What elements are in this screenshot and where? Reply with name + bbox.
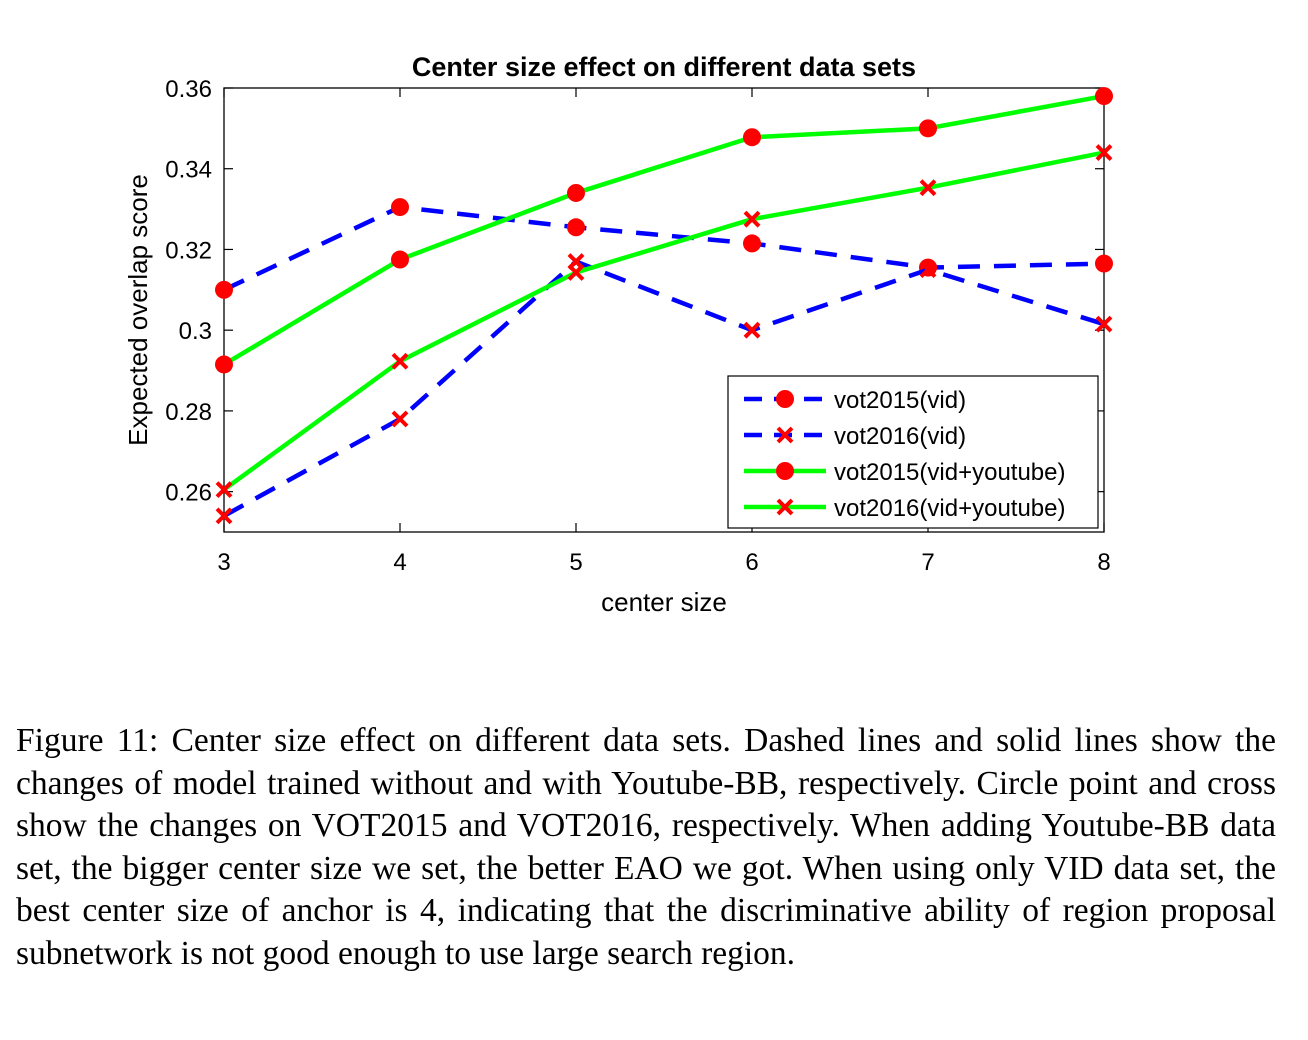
data-point-cross [215, 481, 233, 499]
data-point-cross [743, 321, 761, 339]
y-axis-label: Expected overlap score [123, 174, 153, 446]
data-point-circle [776, 390, 794, 408]
legend-label: vot2015(vid+youtube) [834, 459, 1066, 486]
data-point-circle [567, 183, 585, 202]
data-point-circle [391, 198, 409, 217]
data-point-cross [919, 179, 937, 197]
data-point-cross [776, 498, 794, 516]
data-point-circle [391, 250, 409, 269]
data-point-cross [1095, 315, 1113, 333]
data-point-circle [215, 280, 233, 299]
cross-stroke [743, 321, 761, 339]
series-line [223, 204, 1105, 292]
data-point-cross [1095, 144, 1113, 161]
y-tick-label: 0.26 [165, 480, 212, 507]
x-tick-label: 8 [1097, 549, 1110, 576]
data-point-cross [776, 426, 794, 444]
data-point-cross [919, 261, 937, 279]
cross-stroke [215, 507, 233, 525]
x-axis-label: center size [601, 587, 727, 617]
cross-stroke [567, 264, 585, 281]
chart-title: Center size effect on different data set… [412, 52, 916, 82]
data-point-cross [391, 352, 409, 370]
legend-entry: vot2016(vid+youtube) [744, 495, 1066, 522]
y-tick-label: 0.3 [179, 318, 212, 345]
legend-entry: vot2015(vid) [744, 387, 966, 414]
data-point-circle [567, 218, 585, 237]
x-tick-label: 3 [217, 549, 230, 576]
cross-stroke [1095, 144, 1113, 161]
data-point-cross [567, 264, 585, 281]
data-point-cross [743, 210, 761, 228]
legend-entry: vot2016(vid) [744, 423, 966, 450]
cross-stroke [1095, 315, 1113, 333]
x-tick-label: 4 [393, 549, 406, 576]
series-vot2016-vid-youtube [215, 144, 1113, 499]
data-point-circle [743, 234, 761, 253]
data-point-cross [215, 507, 233, 525]
x-tick-label: 7 [921, 549, 934, 576]
series-line [222, 150, 1105, 492]
data-point-circle [1095, 87, 1113, 106]
series-line [222, 93, 1105, 367]
y-tick-label: 0.28 [165, 399, 212, 426]
cross-stroke [391, 410, 409, 428]
legend-label: vot2015(vid) [834, 387, 966, 414]
cross-stroke [776, 426, 794, 444]
cross-stroke [776, 498, 794, 516]
data-point-circle [743, 128, 761, 147]
line-chart: Center size effect on different data set… [123, 52, 1113, 617]
legend-entry: vot2015(vid+youtube) [744, 459, 1066, 486]
figure-caption: Figure 11: Center size effect on differe… [16, 722, 1276, 972]
y-tick-label: 0.32 [165, 237, 212, 264]
cross-stroke [919, 179, 937, 197]
cross-stroke [919, 261, 937, 279]
data-point-cross [391, 410, 409, 428]
legend-label: vot2016(vid) [834, 423, 966, 450]
series-vot2016-vid [215, 253, 1113, 525]
x-tick-label: 5 [569, 549, 582, 576]
data-point-circle [1095, 254, 1113, 273]
series-line [222, 259, 1105, 518]
y-tick-label: 0.36 [165, 76, 212, 103]
data-point-circle [776, 462, 794, 480]
cross-stroke [215, 481, 233, 499]
data-point-circle [215, 355, 233, 374]
y-tick-label: 0.34 [165, 157, 212, 184]
data-point-circle [919, 119, 937, 138]
x-tick-label: 6 [745, 549, 758, 576]
legend-label: vot2016(vid+youtube) [834, 495, 1066, 522]
cross-stroke [391, 352, 409, 370]
cross-stroke [743, 210, 761, 228]
series-vot2015-vid-youtube [215, 87, 1113, 374]
